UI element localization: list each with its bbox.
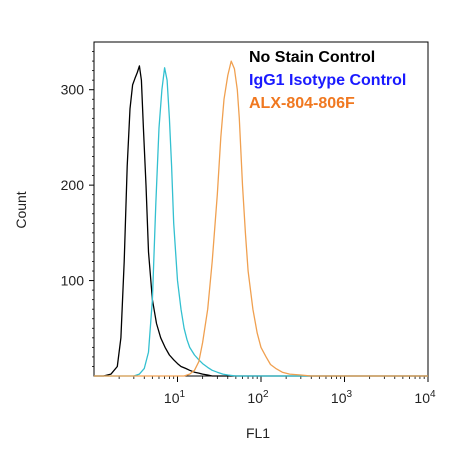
series-line-1 [94,67,428,377]
series-line-2 [94,60,428,377]
x-axis-label: FL1 [246,425,270,441]
x-tick-label: 104 [414,389,436,406]
y-axis-label: Count [13,191,29,228]
x-tick-label: 103 [331,389,353,406]
legend-item-1: IgG1 Isotype Control [249,72,406,89]
y-tick-label: 300 [61,82,85,98]
series-line-0 [94,65,428,377]
y-tick-label: 200 [61,177,85,193]
legend-item-0: No Stain Control [249,49,375,66]
y-tick-label: 100 [61,273,85,289]
x-axis-ticks: 101 102 103 104 [118,376,436,406]
x-tick-label: 102 [247,389,269,406]
y-axis-ticks: 100 200 300 [61,51,94,367]
legend-item-2: ALX-804-806F [249,95,355,112]
plot-frame [93,41,429,377]
series-group [94,60,428,377]
legend: No Stain Control IgG1 Isotype Control ALX-… [249,49,406,112]
x-tick-label: 101 [164,389,186,406]
